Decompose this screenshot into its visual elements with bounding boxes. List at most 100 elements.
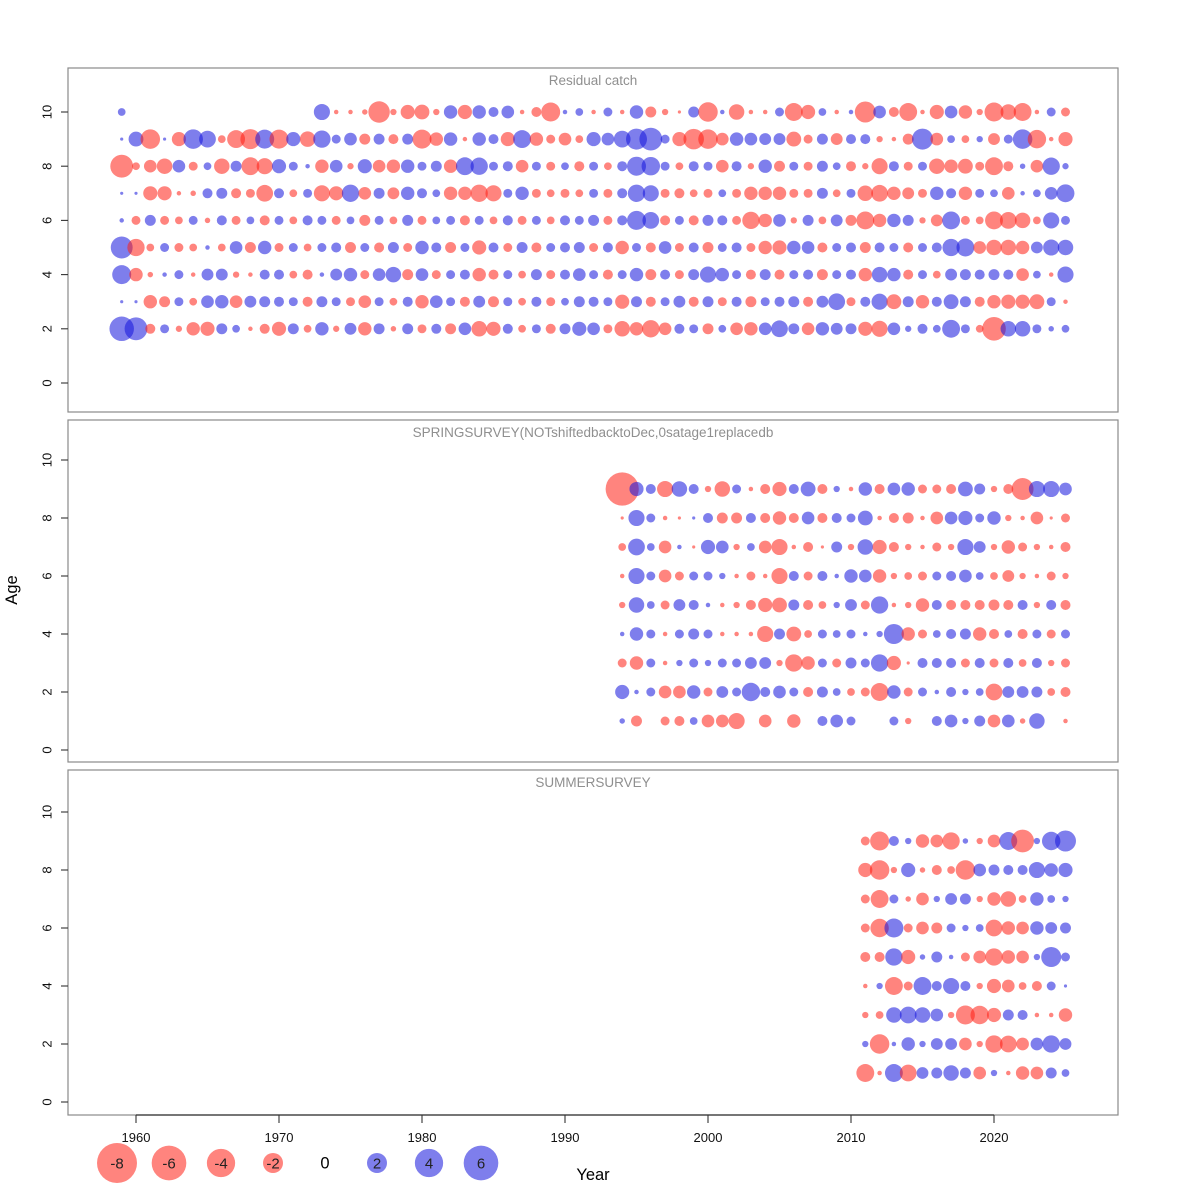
residual-bubble [863, 631, 868, 637]
residual-bubble [216, 187, 228, 199]
residual-bubble [502, 323, 513, 334]
residual-bubble [858, 267, 873, 282]
residual-bubble [731, 161, 742, 172]
residual-bubble [905, 543, 912, 551]
residual-bubble [317, 243, 327, 252]
residual-bubble [642, 212, 660, 229]
residual-bubble [734, 631, 739, 637]
residual-bubble [758, 213, 772, 228]
residual-bubble [1031, 686, 1043, 698]
residual-bubble [683, 128, 704, 150]
residual-bubble [331, 297, 341, 307]
residual-bubble [688, 161, 699, 172]
residual-bubble [373, 323, 385, 335]
residual-bubble [386, 159, 401, 173]
residual-bubble [503, 297, 513, 307]
residual-bubble [947, 543, 955, 551]
residual-bubble [546, 270, 556, 280]
residual-bubble [128, 131, 144, 147]
residual-bubble [772, 186, 787, 201]
residual-bubble [919, 954, 926, 960]
residual-bubble [415, 294, 429, 309]
residual-bubble [230, 160, 242, 172]
residual-bubble [1001, 979, 1015, 993]
residual-bubble [728, 712, 745, 730]
residual-bubble [1062, 895, 1069, 903]
residual-bubble [518, 270, 526, 279]
residual-bubble [934, 689, 940, 695]
residual-bubble [400, 104, 415, 120]
residual-bubble [863, 983, 868, 989]
residual-bubble [617, 188, 628, 199]
residual-bubble [271, 321, 287, 336]
residual-bubble [832, 243, 842, 252]
residual-bubble [858, 321, 873, 336]
residual-bubble [245, 188, 255, 198]
residual-bubble [884, 977, 903, 995]
legend-bubble [151, 1145, 187, 1181]
residual-bubble [1014, 212, 1031, 229]
residual-bubble [986, 239, 1002, 256]
residual-bubble [313, 103, 330, 121]
residual-bubble [134, 300, 138, 304]
residual-bubble [501, 105, 515, 119]
y-tick-label: 10 [40, 453, 55, 467]
residual-bubble [987, 294, 1001, 309]
residual-bubble [860, 952, 871, 962]
residual-bubble [147, 271, 154, 278]
residual-bubble [942, 238, 960, 257]
residual-bubble [885, 948, 903, 966]
residual-bubble [944, 511, 958, 525]
residual-bubble [646, 629, 656, 639]
residual-bubble [573, 242, 585, 253]
residual-bubble [190, 190, 196, 197]
residual-bubble [589, 270, 599, 280]
residual-bubble [758, 186, 772, 201]
residual-bubble [975, 324, 984, 333]
residual-bubble [877, 1070, 882, 1076]
residual-bubble [860, 687, 870, 697]
x-tick-label: 2000 [694, 1130, 723, 1145]
residual-bubble [205, 245, 210, 250]
residual-bubble [431, 323, 442, 334]
residual-bubble [575, 135, 584, 143]
residual-bubble [215, 294, 229, 309]
residual-bubble [816, 686, 828, 698]
residual-bubble [617, 658, 627, 668]
residual-bubble [760, 484, 771, 494]
residual-bubble [930, 511, 944, 525]
residual-bubble [110, 236, 133, 259]
residual-bubble [373, 187, 385, 199]
residual-bubble [488, 296, 499, 308]
residual-bubble [931, 242, 942, 253]
residual-bubble [131, 215, 141, 225]
residual-bubble [748, 486, 754, 492]
residual-bubble [188, 215, 198, 225]
residual-bubble [373, 133, 385, 145]
residual-bubble [1018, 982, 1027, 990]
residual-bubble [702, 323, 714, 335]
panels: Residual catch 0 2 4 6 8 10 SPRINGSURVEY(NOTshi… [40, 67, 1119, 1116]
residual-bubble [619, 631, 625, 637]
residual-bubble [818, 108, 827, 116]
residual-bubble [1059, 482, 1072, 496]
residual-bubble [231, 188, 242, 199]
residual-bubble [174, 243, 184, 252]
residual-bubble [402, 323, 414, 335]
residual-bubble [1027, 129, 1047, 149]
residual-bubble [828, 293, 846, 311]
residual-bubble [1003, 865, 1014, 875]
residual-bubble [871, 293, 888, 310]
residual-bubble [772, 511, 787, 525]
residual-bubble [918, 629, 927, 639]
residual-bubble [731, 512, 743, 524]
residual-bubble [620, 516, 624, 520]
residual-bubble [617, 270, 627, 280]
residual-bubble [759, 269, 771, 281]
legend-bubble [206, 1148, 236, 1178]
residual-bubble [702, 242, 714, 253]
residual-bubble [929, 104, 944, 120]
residual-bubble [903, 269, 914, 280]
residual-bubble [1012, 129, 1033, 149]
residual-bubble [747, 543, 755, 551]
